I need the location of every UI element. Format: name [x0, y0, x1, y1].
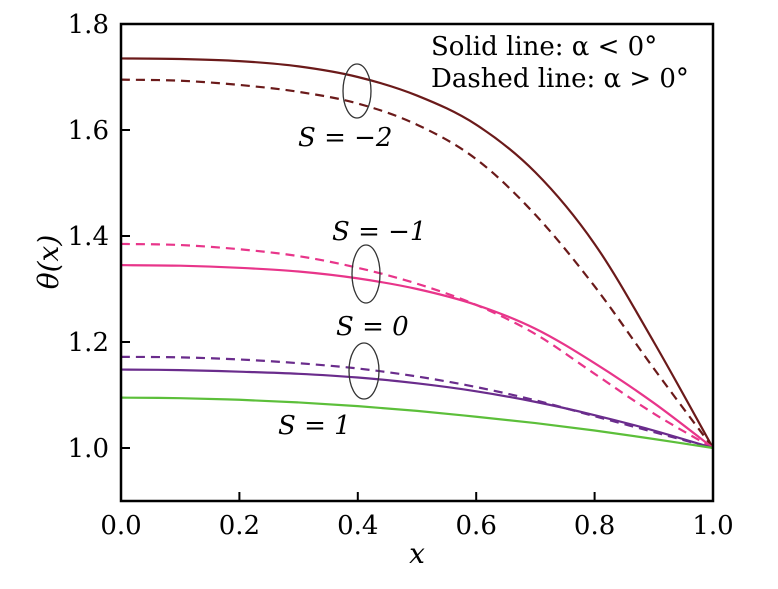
- curve-label-s-neg1: S = −1: [332, 217, 426, 247]
- group-ellipse-s-neg2: [342, 63, 372, 119]
- series-line-3-dashed: [120, 242, 714, 449]
- series-line-0-solid: [120, 57, 714, 449]
- curve-label-s-neg2: S = −2: [298, 123, 392, 153]
- group-ellipse-s-neg1: [351, 244, 381, 304]
- y-tick-label: 1.2: [68, 328, 109, 358]
- x-tick-label: 1.0: [692, 511, 733, 541]
- y-axis-title: θ(x): [32, 235, 65, 290]
- x-axis-ticks: 0.0 0.2 0.4 0.6 0.8 1.0: [100, 492, 734, 541]
- y-tick-label: 1.6: [68, 116, 109, 146]
- y-tick-label: 1.0: [68, 434, 109, 464]
- legend-dashed-text: Dashed line: α > 0°: [431, 64, 689, 94]
- x-tick-label: 0.2: [219, 511, 260, 541]
- x-axis-title: x: [409, 537, 425, 570]
- y-tick-label: 1.8: [68, 10, 109, 40]
- plot-frame: [119, 22, 715, 503]
- group-ellipse-s-0: [348, 342, 380, 400]
- curve-label-s-1: S = 1: [278, 411, 351, 441]
- x-tick-label: 0.6: [456, 511, 497, 541]
- x-tick-label: 0.4: [337, 511, 378, 541]
- series-line-2-solid: [120, 264, 714, 449]
- series-line-1-dashed: [120, 78, 714, 449]
- x-tick-label: 0.0: [100, 511, 141, 541]
- series-line-5-dashed: [120, 355, 714, 450]
- series-group-markers: [342, 63, 381, 400]
- y-tick-label: 1.4: [68, 222, 109, 252]
- series-layer: [120, 57, 714, 450]
- x-tick-label: 0.8: [574, 511, 615, 541]
- legend-solid-text: Solid line: α < 0°: [431, 32, 657, 62]
- series-line-6-solid: [120, 396, 714, 450]
- curve-label-s-0: S = 0: [336, 312, 409, 342]
- series-line-4-solid: [120, 368, 714, 450]
